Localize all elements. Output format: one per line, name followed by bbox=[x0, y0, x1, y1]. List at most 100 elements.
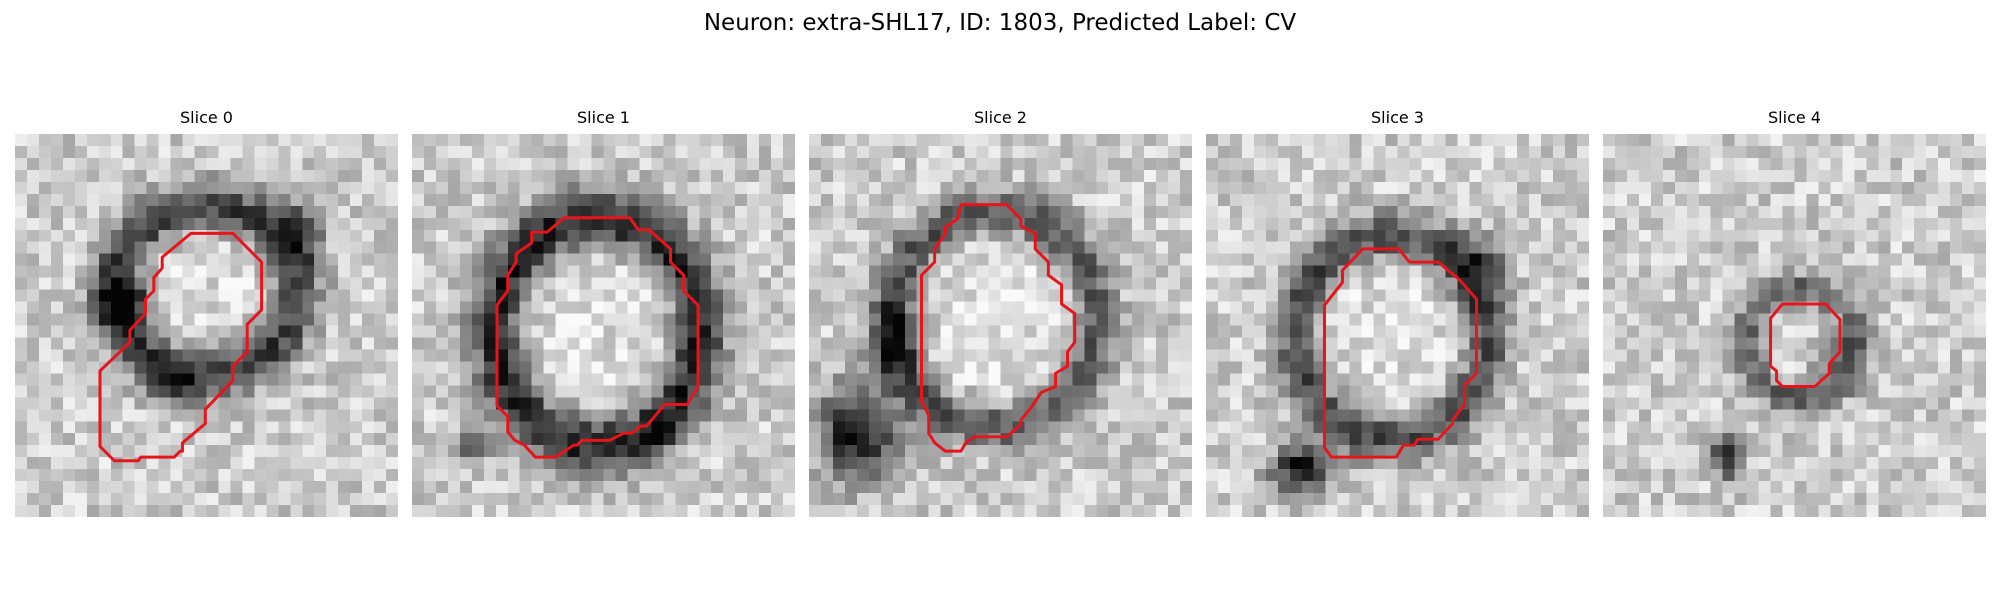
pixel bbox=[1902, 277, 1915, 290]
pixel bbox=[1469, 193, 1482, 207]
pixel bbox=[711, 325, 724, 338]
pixel bbox=[1517, 134, 1530, 147]
pixel bbox=[1734, 253, 1747, 266]
pixel bbox=[1565, 229, 1578, 242]
pixel bbox=[15, 409, 28, 422]
pixel bbox=[1361, 373, 1374, 386]
pixel bbox=[844, 421, 858, 434]
pixel bbox=[651, 397, 664, 410]
pixel bbox=[1241, 313, 1255, 326]
pixel bbox=[1603, 253, 1616, 266]
pixel bbox=[1409, 325, 1422, 338]
pixel bbox=[916, 157, 929, 171]
pixel bbox=[1603, 397, 1616, 410]
pixel bbox=[1277, 397, 1291, 410]
pixel bbox=[1253, 313, 1267, 326]
pixel bbox=[146, 373, 159, 386]
pixel bbox=[1325, 265, 1338, 278]
pixel bbox=[735, 193, 748, 207]
pixel bbox=[110, 169, 123, 183]
pixel bbox=[1108, 277, 1121, 290]
pixel bbox=[158, 421, 171, 434]
pixel bbox=[723, 325, 736, 338]
pixel bbox=[639, 181, 652, 195]
pixel bbox=[38, 409, 52, 422]
pixel bbox=[1289, 337, 1302, 350]
pixel bbox=[964, 265, 977, 278]
pixel bbox=[519, 409, 532, 422]
pixel bbox=[687, 421, 700, 434]
pixel bbox=[158, 301, 171, 314]
pixel bbox=[1241, 409, 1255, 422]
pixel bbox=[326, 193, 339, 207]
pixel bbox=[134, 421, 147, 434]
pixel bbox=[675, 241, 688, 254]
pixel bbox=[1842, 134, 1855, 147]
pixel bbox=[1337, 301, 1350, 314]
pixel bbox=[976, 469, 989, 482]
pixel bbox=[1060, 505, 1073, 517]
pixel bbox=[928, 457, 941, 470]
pixel bbox=[1325, 253, 1338, 266]
pixel bbox=[809, 385, 822, 398]
pixel bbox=[747, 361, 760, 374]
pixel bbox=[952, 181, 965, 195]
pixel bbox=[1818, 181, 1831, 195]
pixel bbox=[1156, 193, 1169, 207]
pixel bbox=[1505, 457, 1518, 470]
pixel bbox=[74, 337, 88, 350]
pixel bbox=[964, 493, 977, 506]
pixel bbox=[15, 361, 28, 374]
pixel bbox=[1361, 325, 1374, 338]
pixel bbox=[1493, 205, 1506, 219]
pixel bbox=[1517, 505, 1530, 517]
pixel bbox=[1938, 385, 1951, 398]
pixel bbox=[170, 445, 183, 458]
pixel bbox=[687, 409, 700, 422]
pixel bbox=[1397, 134, 1410, 147]
pixel bbox=[182, 277, 195, 290]
pixel bbox=[1120, 433, 1133, 446]
pixel bbox=[976, 145, 989, 159]
pixel bbox=[1445, 481, 1458, 494]
pixel bbox=[1337, 481, 1350, 494]
pixel bbox=[26, 217, 40, 230]
pixel bbox=[1830, 169, 1843, 183]
pixel bbox=[74, 349, 88, 362]
pixel bbox=[338, 253, 351, 266]
pixel bbox=[1866, 397, 1879, 410]
pixel bbox=[170, 409, 183, 422]
pixel bbox=[1842, 289, 1855, 302]
pixel bbox=[880, 229, 894, 242]
pixel bbox=[1517, 265, 1530, 278]
pixel bbox=[1385, 265, 1398, 278]
pixel bbox=[759, 169, 772, 183]
pixel bbox=[1241, 253, 1255, 266]
pixel bbox=[350, 385, 363, 398]
pixel bbox=[1457, 265, 1470, 278]
pixel bbox=[170, 193, 183, 207]
pixel bbox=[615, 337, 628, 350]
pixel bbox=[1421, 217, 1434, 230]
pixel bbox=[1457, 505, 1470, 517]
pixel bbox=[988, 445, 1001, 458]
pixel bbox=[555, 433, 568, 446]
pixel bbox=[1024, 457, 1037, 470]
pixel bbox=[1156, 169, 1169, 183]
pixel bbox=[675, 193, 688, 207]
pixel bbox=[1878, 169, 1891, 183]
pixel bbox=[747, 445, 760, 458]
pixel bbox=[230, 445, 243, 458]
pixel bbox=[964, 361, 977, 374]
pixel bbox=[735, 349, 748, 362]
pixel bbox=[531, 493, 544, 506]
pixel bbox=[1517, 397, 1530, 410]
pixel bbox=[880, 445, 894, 458]
pixel bbox=[904, 481, 917, 494]
pixel bbox=[1096, 481, 1109, 494]
pixel bbox=[302, 445, 315, 458]
pixel bbox=[1289, 493, 1302, 506]
pixel bbox=[1229, 337, 1243, 350]
pixel bbox=[615, 241, 628, 254]
pixel bbox=[1962, 433, 1975, 446]
